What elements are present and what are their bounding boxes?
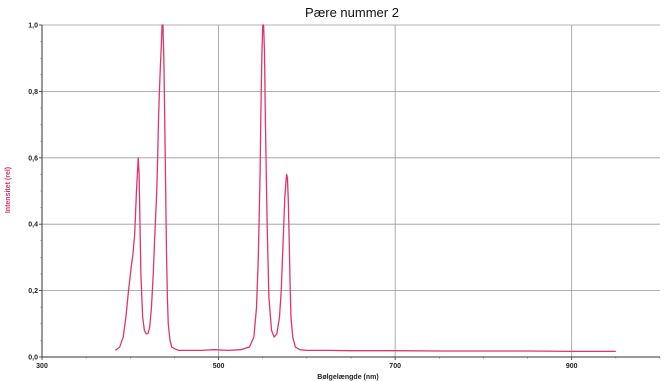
x-tick-label: 500: [213, 363, 225, 370]
series-group: [114, 24, 616, 353]
y-tick-label: 1,0: [28, 23, 38, 30]
x-tick-label: 700: [389, 363, 401, 370]
y-tick-label: 0,8: [28, 89, 38, 96]
y-tick-label: 0,0: [28, 355, 38, 362]
chart-title: Pære nummer 2: [305, 5, 399, 20]
y-tick-label: 0,2: [28, 288, 38, 295]
grid-lines: [42, 24, 660, 357]
y-tick-label: 0,4: [28, 222, 38, 229]
axes: [39, 24, 661, 360]
x-tick-label: 900: [566, 363, 578, 370]
y-tick-label: 0,6: [28, 155, 38, 162]
y-tick-labels: 0,0 0,2 0,4 0,6 0,8 1,0: [28, 23, 38, 362]
x-tick-labels: 300 500 700 900: [36, 363, 578, 370]
y-axis-label: Intensitet (rel): [5, 167, 12, 213]
x-axis-label: Bølgelængde (nm): [317, 374, 378, 381]
x-tick-label: 300: [36, 363, 48, 370]
spectrum-series-line: [114, 24, 616, 353]
